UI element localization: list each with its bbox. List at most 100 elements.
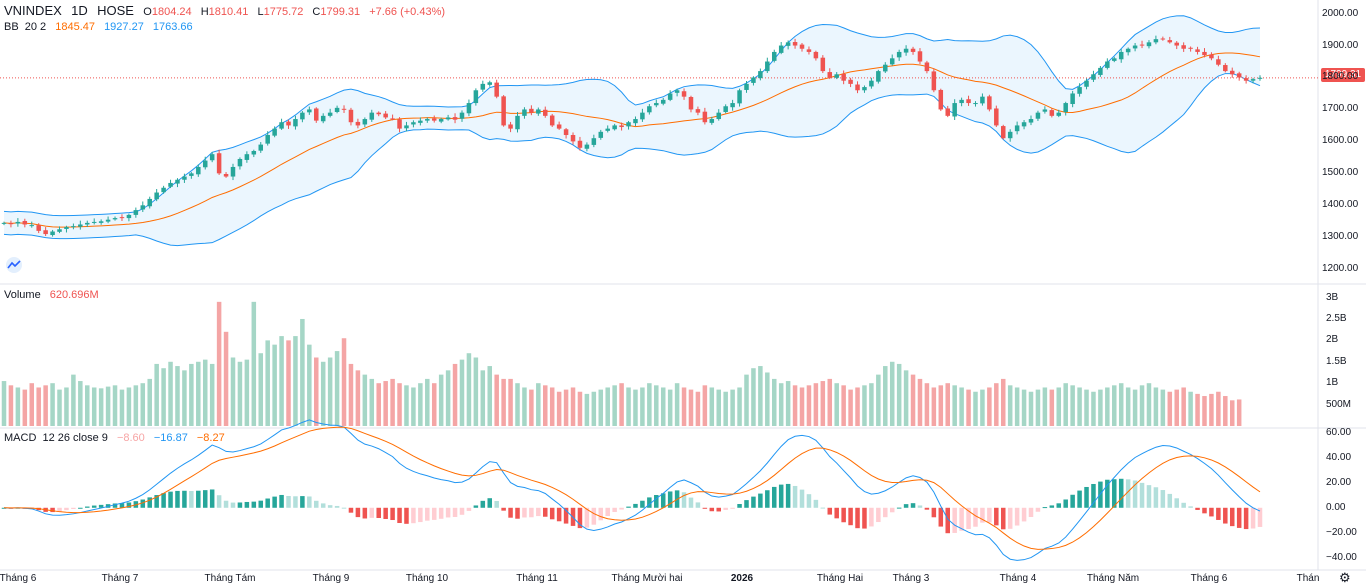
macd-histogram-bar [792,485,798,508]
settings-gear-icon[interactable]: ⚙ [1339,570,1351,585]
volume-bar [98,388,104,426]
interval-label[interactable]: 1D [71,3,88,18]
volume-bar [1056,387,1062,426]
macd-histogram-bar [556,507,562,522]
volume-bar [966,389,971,426]
volume-bar [161,368,166,426]
macd-histogram-bar [1146,485,1152,508]
macd-histogram-bar [612,507,617,512]
candle-body [584,144,590,149]
o-value: 1804.24 [151,6,192,18]
tradingview-logo-icon[interactable] [5,257,23,273]
candle-body [896,51,902,58]
candle-body [619,125,624,128]
volume-bar [251,301,257,426]
macd-histogram-bar [584,507,590,528]
candle-body [473,90,479,104]
candle-body [71,226,76,228]
volume-bar [695,391,701,426]
candle-body [522,109,527,116]
macd-histogram-bar [438,507,444,519]
volume-bar [549,387,555,426]
bb-legend[interactable]: BB 20 2 1845.47 1927.27 1763.66 [4,21,199,33]
time-tick-label: Tháng 4 [999,573,1037,584]
volume-bar [57,389,62,426]
macd-histogram-bar [223,500,229,508]
volume-bar [778,383,784,426]
candle-body [924,62,930,72]
macd-line-value: −16.87 [153,432,188,444]
macd-histogram-bar [355,507,361,518]
volume-tick-label: 3B [1326,291,1339,303]
macd-histogram-bar [765,490,770,508]
candle-body [209,154,215,161]
macd-histogram-bar [1174,498,1179,508]
macd-histogram-bar [945,507,950,534]
volume-bar [799,387,805,426]
candle-body [1084,80,1089,87]
macd-histogram-bar [536,507,541,517]
macd-histogram-bar [147,497,152,508]
candle-body [973,103,978,105]
candle-body [660,99,666,104]
volume-bar [598,389,604,426]
volume-bar [556,391,562,426]
candle-body [1250,79,1256,81]
volume-tick-label: 1B [1326,377,1339,389]
macd-histogram-bar [515,507,520,519]
candle-body [647,106,652,113]
volume-bar [369,378,375,426]
candle-body [438,119,444,122]
volume-bar [404,385,409,426]
volume-bar [876,374,881,426]
macd-histogram-bar [758,493,763,508]
macd-legend[interactable]: MACD 12 26 close 9 −8.60 −16.87 −8.27 [4,432,231,444]
candle-body [987,96,992,110]
volume-bar [230,357,236,426]
macd-tick-label: −40.00 [1326,551,1357,563]
macd-histogram-bar [300,496,305,508]
candle-body [744,83,749,90]
candle-body [1000,126,1006,139]
candle-body [334,107,340,113]
candle-body [1243,78,1249,81]
price-tick-label: 1700.00 [1322,103,1359,115]
volume-tick-label: 500M [1326,398,1352,410]
macd-histogram-bar [834,507,839,519]
macd-histogram-bar [1223,507,1228,524]
volume-bar [85,385,90,426]
volume-bar [1229,400,1235,426]
macd-histogram-bar [563,507,569,524]
bb-basis-value: 1845.47 [55,21,95,33]
candle-body [314,108,319,121]
macd-histogram-bar [848,507,853,526]
candle-body [591,138,597,145]
macd-histogram-bar [320,503,326,508]
candle-body [265,135,270,144]
volume-bar [1007,385,1013,426]
candle-body [189,173,194,176]
volume-bar [209,363,215,426]
volume-legend[interactable]: Volume 620.696M [4,289,105,301]
volume-bar [452,363,458,426]
symbol-name[interactable]: VNINDEX [4,3,62,18]
volume-bar [320,361,326,426]
volume-bar [341,338,347,426]
macd-histogram-bar [78,507,83,509]
candle-body [1042,109,1048,112]
volume-bar [1063,383,1068,426]
candle-body [168,182,173,187]
macd-histogram-bar [244,501,250,508]
candle-body [799,44,805,49]
candle-body [223,173,229,177]
volume-bar [445,370,451,426]
volume-bar [827,378,833,426]
bb-name: BB [4,21,19,33]
candle-body [1195,49,1200,52]
volume-bar [563,389,569,426]
macd-histogram-bar [175,490,180,508]
macd-histogram-bar [522,507,527,518]
volume-bar [1202,396,1207,426]
volume-bar [202,359,208,426]
